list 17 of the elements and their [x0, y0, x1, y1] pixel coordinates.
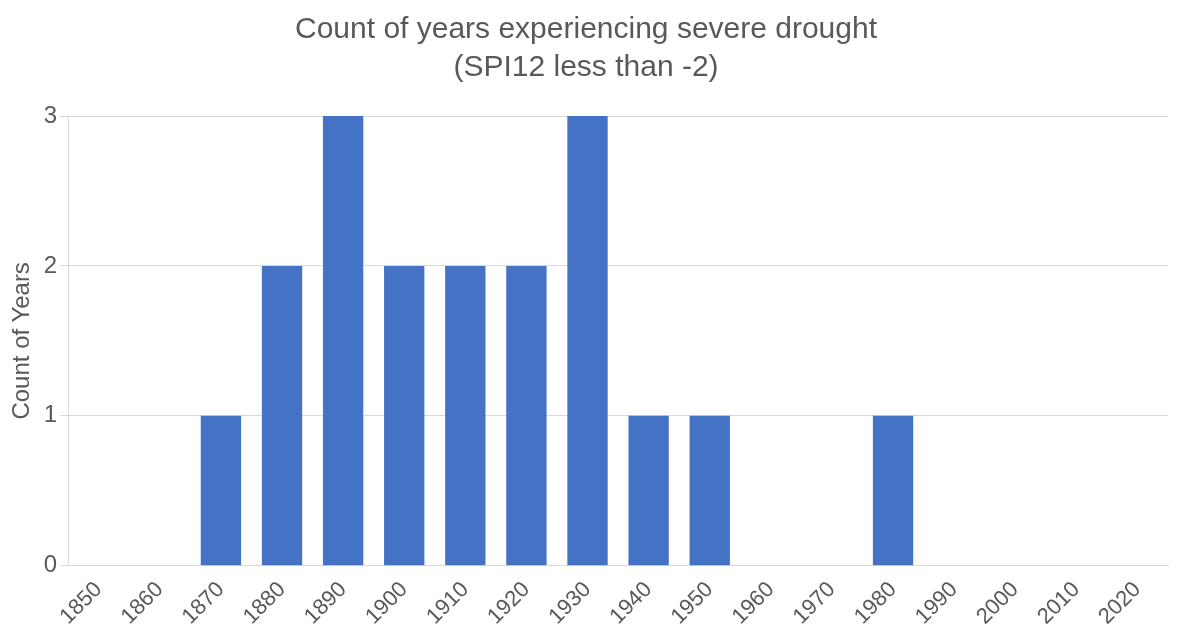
y-axis-title: Count of Years	[7, 262, 35, 420]
chart-subtitle: (SPI12 less than -2)	[453, 49, 719, 83]
bar	[445, 265, 486, 566]
y-tick-label: 3	[43, 100, 58, 128]
bar	[872, 415, 914, 566]
bar	[261, 265, 303, 566]
bar	[322, 116, 364, 566]
bar	[628, 415, 669, 566]
bar	[200, 415, 242, 566]
bar	[689, 415, 730, 566]
bar	[384, 265, 425, 566]
bar	[506, 265, 547, 566]
y-tick-label: 2	[43, 250, 58, 278]
bar	[567, 116, 608, 566]
y-tick-label: 0	[43, 550, 58, 578]
y-tick-label: 1	[43, 400, 58, 428]
chart-title: Count of years experiencing severe drought	[294, 11, 878, 45]
